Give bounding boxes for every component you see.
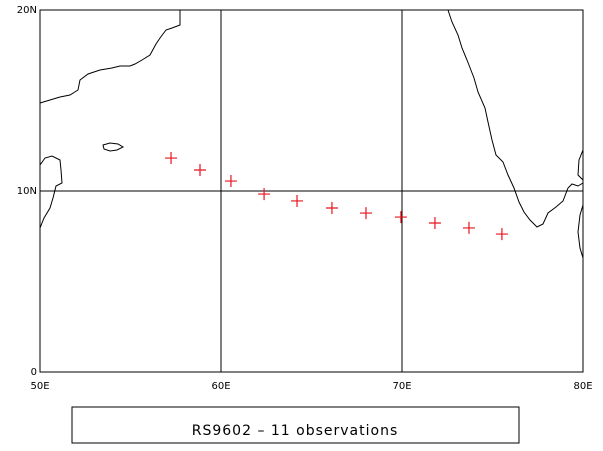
coastlines — [39, 9, 584, 259]
observation-marker — [359, 207, 372, 220]
chart-title: RS9602 – 11 observations — [192, 423, 399, 439]
title-box — [71, 406, 520, 444]
coastline — [577, 204, 584, 259]
observation-marker — [462, 221, 475, 234]
observation-marker — [224, 175, 237, 188]
coastline — [39, 10, 181, 104]
island — [102, 142, 125, 152]
observation-marker — [495, 228, 508, 241]
y-tick-label: 0 — [31, 367, 37, 378]
y-tick-label: 10N — [17, 186, 37, 197]
x-tick-label: 70E — [392, 381, 411, 392]
x-tick-label: 60E — [211, 381, 230, 392]
observation-marker — [428, 217, 441, 230]
coastline — [39, 155, 63, 229]
observation-marker — [194, 164, 207, 177]
observation-marker — [325, 202, 338, 215]
x-tick-label: 80E — [573, 381, 592, 392]
observation-marker — [165, 152, 178, 165]
coastline — [577, 149, 584, 181]
x-tick-label: 50E — [30, 381, 49, 392]
observation-marker — [291, 194, 304, 207]
coastline — [447, 9, 584, 228]
y-tick-label: 20N — [17, 5, 37, 16]
observation-marker — [258, 188, 271, 201]
observation-marker — [394, 211, 407, 224]
